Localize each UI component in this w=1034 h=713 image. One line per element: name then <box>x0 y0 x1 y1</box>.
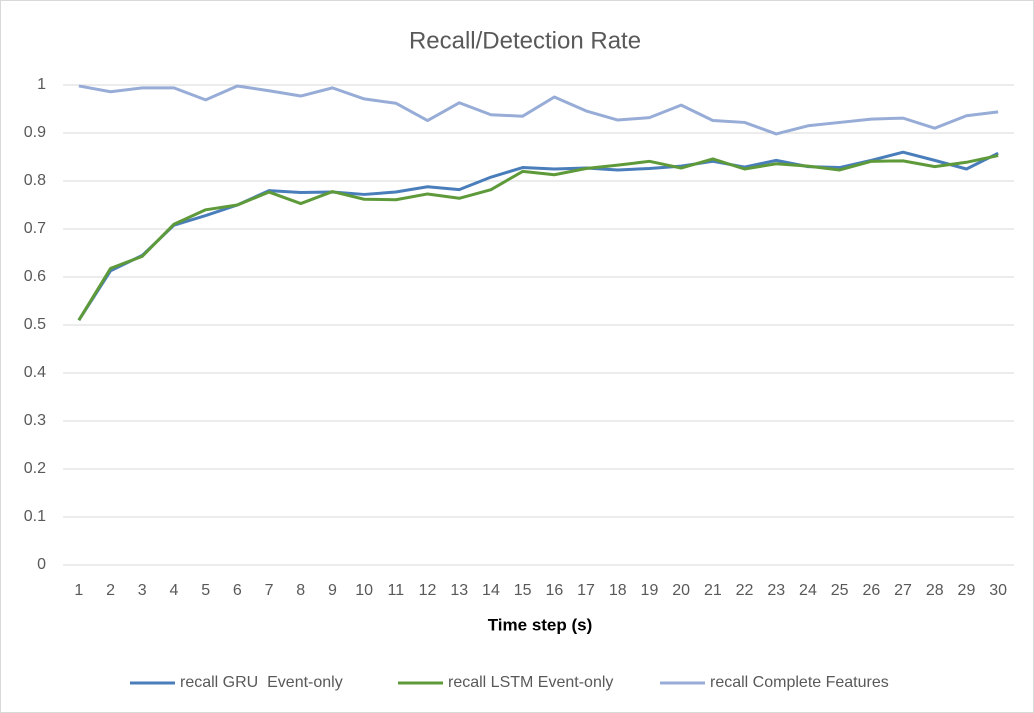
x-tick-label: 29 <box>958 582 976 599</box>
x-tick-label: 7 <box>265 582 274 599</box>
x-tick-label: 2 <box>106 582 115 599</box>
x-tick-label: 19 <box>641 582 659 599</box>
x-axis-label: Time step (s) <box>488 615 593 634</box>
x-tick-label: 6 <box>233 582 242 599</box>
x-tick-label: 22 <box>736 582 754 599</box>
x-tick-label: 13 <box>450 582 468 599</box>
x-tick-label: 21 <box>704 582 722 599</box>
x-tick-label: 28 <box>926 582 944 599</box>
x-tick-label: 11 <box>388 582 405 599</box>
legend-label: recall Complete Features <box>710 674 889 691</box>
y-tick-label: 0.1 <box>24 508 46 525</box>
legend-label: recall GRU Event-only <box>180 674 343 691</box>
x-tick-label: 1 <box>74 582 83 599</box>
x-tick-label: 4 <box>169 582 178 599</box>
x-tick-label: 24 <box>799 582 817 599</box>
chart-title: Recall/Detection Rate <box>409 27 641 54</box>
x-tick-label: 15 <box>514 582 532 599</box>
x-tick-label: 17 <box>577 582 595 599</box>
series-line <box>77 154 999 321</box>
legend-label: recall LSTM Event-only <box>448 674 613 691</box>
x-tick-label: 9 <box>328 582 337 599</box>
y-tick-label: 0.2 <box>24 460 46 477</box>
x-tick-label: 27 <box>894 582 912 599</box>
x-tick-label: 5 <box>201 582 210 599</box>
x-tick-label: 3 <box>138 582 147 599</box>
series-line <box>78 84 999 136</box>
y-tick-label: 0.4 <box>24 364 46 381</box>
y-tick-label: 0.9 <box>24 124 46 141</box>
x-tick-label: 25 <box>831 582 849 599</box>
x-tick-label: 26 <box>862 582 880 599</box>
y-tick-label: 1 <box>37 76 46 93</box>
y-tick-label: 0.8 <box>24 172 46 189</box>
x-tick-label: 8 <box>296 582 305 599</box>
x-tick-label: 10 <box>355 582 373 599</box>
y-tick-label: 0 <box>37 556 46 573</box>
y-tick-label: 0.7 <box>24 220 46 237</box>
x-tick-label: 20 <box>672 582 690 599</box>
x-tick-label: 16 <box>545 582 563 599</box>
x-tick-label: 18 <box>609 582 627 599</box>
x-tick-label: 23 <box>767 582 785 599</box>
y-tick-label: 0.3 <box>24 412 46 429</box>
x-tick-label: 14 <box>482 582 500 599</box>
x-tick-label: 30 <box>989 582 1007 599</box>
x-tick-label: 12 <box>419 582 437 599</box>
y-tick-label: 0.6 <box>24 268 46 285</box>
y-tick-label: 0.5 <box>24 316 46 333</box>
